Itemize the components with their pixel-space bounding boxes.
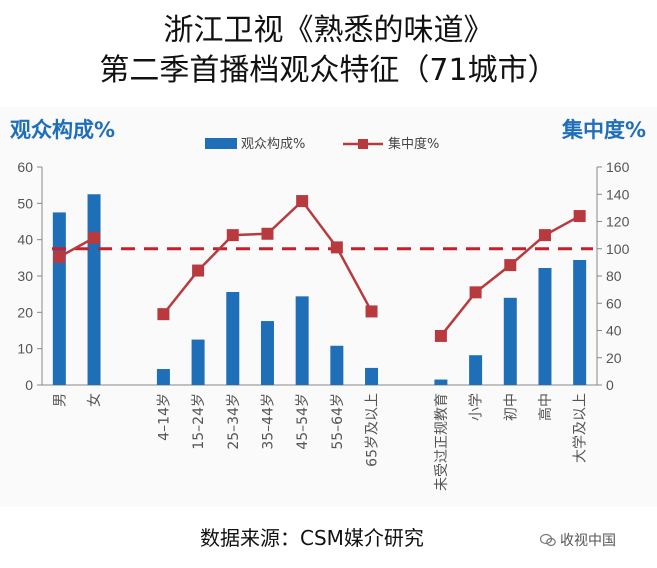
category-label: 65岁及以上 [365,393,381,467]
bar [226,291,240,385]
bar [365,367,379,385]
right-tick-label: 120 [606,214,630,230]
concentration-marker [53,250,66,263]
wechat-icon [540,533,556,547]
left-tick-label: 20 [17,304,33,320]
chart-title-line1: 浙江卫视《熟悉的味道》 [163,13,494,48]
right-tick-label: 20 [606,350,622,366]
watermark: 收视中国 [540,530,616,550]
concentration-marker [434,329,447,342]
concentration-marker [226,229,239,242]
left-axis-title: 观众构成% [10,118,115,142]
concentration-marker [192,264,205,277]
concentration-marker [573,210,586,223]
category-label: 大学及以上 [573,393,589,463]
concentration-marker [261,227,274,240]
watermark-text: 收视中国 [560,533,616,549]
legend-line-marker [358,139,368,149]
legend-bar-label: 观众构成% [241,137,305,152]
bar [469,355,483,385]
left-tick-label: 50 [17,195,33,211]
bar [191,339,205,385]
bar [52,212,66,385]
bar [87,194,101,385]
right-tick-label: 60 [606,295,622,311]
combo-chart: 观众构成% 集中度% 观众构成% 集中度% 0 10 20 30 40 50 60 0 20 40 60 80… [10,118,646,491]
left-tick-label: 10 [17,341,33,357]
category-label: 高中 [537,393,554,421]
category-label: 初中 [502,393,519,421]
right-axis-title: 集中度% [561,118,646,142]
concentration-marker [330,241,343,254]
category-label: 25–34岁 [226,393,242,450]
source-note: 数据来源：CSM媒介研究 [200,526,424,550]
bar [503,297,517,385]
bar [538,268,552,385]
right-tick-label: 160 [606,159,630,175]
right-tick-label: 0 [606,377,614,393]
left-tick-label: 40 [17,232,33,248]
category-label: 4–14岁 [156,393,172,441]
left-tick-label: 0 [25,377,33,393]
left-tick-label: 30 [17,268,33,284]
right-tick-label: 140 [606,186,630,202]
right-tick-label: 40 [606,323,622,339]
category-label: 女 [86,393,103,407]
bar [330,345,344,385]
concentration-marker [469,286,482,299]
category-label: 45–54岁 [295,393,311,450]
chart-title-line2: 第二季首播档观众特征（71城市） [99,53,558,88]
left-tick-label: 60 [17,159,33,175]
bar [260,321,274,385]
chart-panel: 观众构成% 集中度% 观众构成% 集中度% 0 10 20 30 40 50 60 0 20 40 60 80… [0,107,657,507]
concentration-line-segment [162,199,373,315]
category-label: 小学 [469,393,485,421]
right-tick-label: 100 [606,241,630,257]
concentration-marker [538,229,551,242]
concentration-marker [365,305,378,318]
category-label: 未受过正规教育 [434,393,450,491]
category-label: 15–24岁 [191,393,207,450]
bar [434,379,448,385]
legend-line-label: 集中度% [388,136,439,152]
right-tick-label: 80 [606,268,622,284]
category-label: 55–64岁 [330,393,346,450]
bar [156,369,170,385]
legend-bar-swatch [205,138,237,149]
concentration-marker [157,308,170,321]
category-label: 男 [52,393,68,407]
concentration-marker [88,231,101,244]
bar [573,260,587,385]
concentration-marker [504,259,517,272]
category-label: 35–44岁 [260,393,276,450]
concentration-marker [296,195,309,208]
bar [295,296,309,385]
